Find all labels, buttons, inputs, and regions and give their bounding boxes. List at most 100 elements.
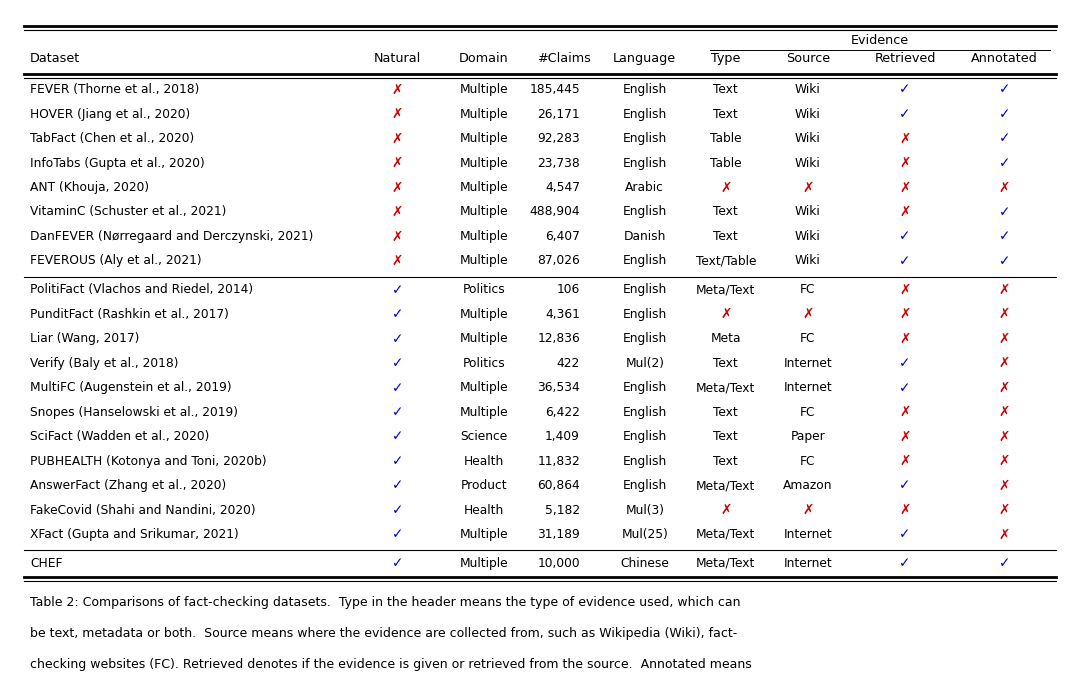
Text: Domain: Domain [459, 52, 509, 66]
Text: ✓: ✓ [392, 307, 403, 321]
Text: Text: Text [714, 357, 738, 370]
Text: English: English [623, 283, 666, 296]
Text: Danish: Danish [623, 230, 666, 243]
Text: ✗: ✗ [999, 405, 1010, 419]
Text: ✗: ✗ [900, 429, 910, 443]
Text: FEVER (Thorne et al., 2018): FEVER (Thorne et al., 2018) [30, 83, 200, 96]
Text: ✓: ✓ [392, 527, 403, 541]
Text: Product: Product [460, 479, 508, 492]
Text: English: English [623, 206, 666, 218]
Text: Internet: Internet [783, 357, 833, 370]
Text: ✓: ✓ [392, 381, 403, 395]
Text: checking websites (FC). Retrieved denotes if the evidence is given or retrieved : checking websites (FC). Retrieved denote… [30, 658, 752, 671]
Text: Politics: Politics [462, 357, 505, 370]
Text: English: English [623, 406, 666, 418]
Text: Multiple: Multiple [459, 308, 509, 320]
Text: be text, metadata or both.  Source means where the evidence are collected from, : be text, metadata or both. Source means … [30, 627, 738, 640]
Text: English: English [623, 454, 666, 468]
Text: Natural: Natural [374, 52, 421, 66]
Text: 23,738: 23,738 [537, 157, 580, 170]
Text: ANT (Khouja, 2020): ANT (Khouja, 2020) [30, 181, 149, 194]
Text: Dataset: Dataset [30, 52, 81, 66]
Text: 488,904: 488,904 [529, 206, 580, 218]
Text: Multiple: Multiple [459, 83, 509, 96]
Text: Meta/Text: Meta/Text [697, 479, 755, 492]
Text: Multiple: Multiple [459, 254, 509, 268]
Text: Mul(2): Mul(2) [625, 357, 664, 370]
Text: Multiple: Multiple [459, 332, 509, 345]
Text: Meta: Meta [711, 332, 741, 345]
Text: 4,547: 4,547 [545, 181, 580, 194]
Text: Table 2: Comparisons of fact-checking datasets.  Type in the header means the ty: Table 2: Comparisons of fact-checking da… [30, 596, 741, 609]
Text: ✓: ✓ [900, 82, 910, 97]
Text: ✓: ✓ [999, 556, 1010, 571]
Text: ✓: ✓ [900, 229, 910, 243]
Text: English: English [623, 157, 666, 170]
Text: ✓: ✓ [392, 332, 403, 345]
Text: Table: Table [710, 132, 742, 145]
Text: Multiple: Multiple [459, 181, 509, 194]
Text: FC: FC [800, 406, 815, 418]
Text: ✗: ✗ [900, 307, 910, 321]
Text: ✓: ✓ [392, 405, 403, 419]
Text: FEVEROUS (Aly et al., 2021): FEVEROUS (Aly et al., 2021) [30, 254, 202, 268]
Text: Multiple: Multiple [459, 406, 509, 418]
Text: Meta/Text: Meta/Text [697, 557, 755, 570]
Text: ✗: ✗ [720, 180, 731, 195]
Text: Wiki: Wiki [795, 107, 821, 120]
Text: ✗: ✗ [999, 479, 1010, 493]
Text: 10,000: 10,000 [538, 557, 580, 570]
Text: 31,189: 31,189 [537, 528, 580, 541]
Text: ✗: ✗ [999, 503, 1010, 517]
Text: 5,182: 5,182 [544, 504, 580, 516]
Text: Text: Text [714, 83, 738, 96]
Text: Multiple: Multiple [459, 107, 509, 120]
Text: 422: 422 [556, 357, 580, 370]
Text: ✗: ✗ [392, 205, 403, 219]
Text: ✓: ✓ [900, 556, 910, 571]
Text: ✗: ✗ [900, 332, 910, 345]
Text: 6,407: 6,407 [545, 230, 580, 243]
Text: ✓: ✓ [900, 254, 910, 268]
Text: English: English [623, 381, 666, 394]
Text: ✗: ✗ [900, 205, 910, 219]
Text: ✓: ✓ [392, 283, 403, 297]
Text: ✗: ✗ [392, 229, 403, 243]
Text: ✗: ✗ [900, 132, 910, 145]
Text: Multiple: Multiple [459, 557, 509, 570]
Text: Meta/Text: Meta/Text [697, 381, 755, 394]
Text: PUBHEALTH (Kotonya and Toni, 2020b): PUBHEALTH (Kotonya and Toni, 2020b) [30, 454, 267, 468]
Text: Arabic: Arabic [625, 181, 664, 194]
Text: FC: FC [800, 283, 815, 296]
Text: Verify (Baly et al., 2018): Verify (Baly et al., 2018) [30, 357, 179, 370]
Text: CHEF: CHEF [30, 557, 63, 570]
Text: Multiple: Multiple [459, 132, 509, 145]
Text: Science: Science [460, 430, 508, 443]
Text: Multiple: Multiple [459, 381, 509, 394]
Text: English: English [623, 430, 666, 443]
Text: ✗: ✗ [999, 356, 1010, 370]
Text: 106: 106 [556, 283, 580, 296]
Text: Multiple: Multiple [459, 528, 509, 541]
Text: Meta/Text: Meta/Text [697, 528, 755, 541]
Text: ✗: ✗ [999, 381, 1010, 395]
Text: ✓: ✓ [392, 429, 403, 443]
Text: ✗: ✗ [999, 332, 1010, 345]
Text: ✓: ✓ [999, 254, 1010, 268]
Text: Type: Type [711, 52, 741, 66]
Text: Wiki: Wiki [795, 132, 821, 145]
Text: VitaminC (Schuster et al., 2021): VitaminC (Schuster et al., 2021) [30, 206, 227, 218]
Text: English: English [623, 308, 666, 320]
Text: 92,283: 92,283 [537, 132, 580, 145]
Text: HOVER (Jiang et al., 2020): HOVER (Jiang et al., 2020) [30, 107, 190, 120]
Text: ✓: ✓ [999, 132, 1010, 145]
Text: Chinese: Chinese [620, 557, 670, 570]
Text: 1,409: 1,409 [545, 430, 580, 443]
Text: Table: Table [710, 157, 742, 170]
Text: Evidence: Evidence [851, 34, 908, 47]
Text: ✗: ✗ [900, 405, 910, 419]
Text: ✓: ✓ [900, 527, 910, 541]
Text: Mul(25): Mul(25) [621, 528, 669, 541]
Text: PolitiFact (Vlachos and Riedel, 2014): PolitiFact (Vlachos and Riedel, 2014) [30, 283, 254, 296]
Text: ✓: ✓ [999, 82, 1010, 97]
